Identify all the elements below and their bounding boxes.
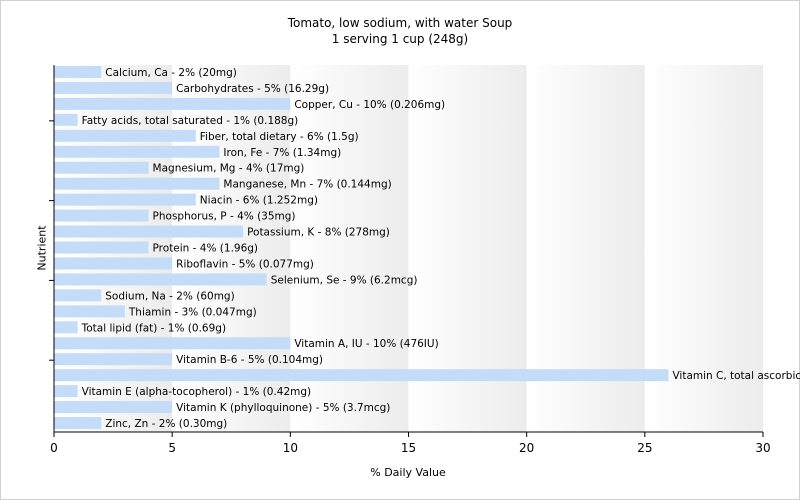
bar-label: Carbohydrates - 5% (16.29g) xyxy=(176,83,329,95)
x-tick-label: 15 xyxy=(401,441,416,455)
x-tick-label: 30 xyxy=(755,441,770,455)
bar-label: Thiamin - 3% (0.047mg) xyxy=(128,306,257,318)
bar xyxy=(54,417,102,430)
x-tick-label: 5 xyxy=(168,441,176,455)
bar xyxy=(54,241,149,254)
bar xyxy=(54,65,102,78)
x-tick-label: 0 xyxy=(50,441,58,455)
bar-label: Vitamin C, total ascorbic acid - 26% (15… xyxy=(672,370,800,382)
x-tick-label: 25 xyxy=(637,441,652,455)
bar-label: Sodium, Na - 2% (60mg) xyxy=(105,290,234,302)
bar-label: Fiber, total dietary - 6% (1.5g) xyxy=(200,131,359,143)
bar-label: Fatty acids, total saturated - 1% (0.188… xyxy=(82,115,299,127)
bar xyxy=(54,177,220,190)
bar-label: Phosphorus, P - 4% (35mg) xyxy=(153,211,296,223)
bar-label: Calcium, Ca - 2% (20mg) xyxy=(105,67,237,79)
bar-labels: Calcium, Ca - 2% (20mg) Carbohydrates - 5… xyxy=(81,67,800,430)
bar xyxy=(54,337,291,350)
bar-label: Vitamin K (phylloquinone) - 5% (3.7mcg) xyxy=(176,402,390,414)
bar-label: Vitamin B-6 - 5% (0.104mg) xyxy=(176,354,323,366)
bar xyxy=(54,257,173,270)
bar-label: Copper, Cu - 10% (0.206mg) xyxy=(294,99,445,111)
chart-title: Tomato, low sodium, with water Soup xyxy=(287,16,513,30)
x-axis-label: % Daily Value xyxy=(370,466,446,479)
x-tick-label: 10 xyxy=(283,441,298,455)
bar xyxy=(54,273,267,286)
bar-label: Total lipid (fat) - 1% (0.69g) xyxy=(81,322,226,334)
bar xyxy=(54,97,291,110)
chart-subtitle: 1 serving 1 cup (248g) xyxy=(331,32,469,46)
bar xyxy=(54,305,125,318)
bar-label: Protein - 4% (1.96g) xyxy=(153,243,259,255)
bar-label: Manganese, Mn - 7% (0.144mg) xyxy=(223,179,391,191)
bar xyxy=(54,113,78,126)
bar xyxy=(54,289,102,302)
bar xyxy=(54,369,669,382)
bar-label: Magnesium, Mg - 4% (17mg) xyxy=(153,163,305,175)
bar xyxy=(54,209,149,222)
bar xyxy=(54,161,149,174)
bar xyxy=(54,145,220,158)
bar xyxy=(54,385,78,398)
x-tick-label: 20 xyxy=(519,441,534,455)
bar-label: Vitamin E (alpha-tocopherol) - 1% (0.42m… xyxy=(82,386,312,398)
bar xyxy=(54,321,78,334)
bar-label: Niacin - 6% (1.252mg) xyxy=(200,195,318,207)
bar xyxy=(54,401,173,414)
bar-label: Potassium, K - 8% (278mg) xyxy=(247,227,390,239)
axes: 0 5 10 15 20 25 30 xyxy=(49,65,771,455)
bar xyxy=(54,81,173,94)
bar xyxy=(54,193,196,206)
bar-label: Vitamin A, IU - 10% (476IU) xyxy=(294,338,438,350)
bar-label: Selenium, Se - 9% (6.2mcg) xyxy=(271,274,418,286)
bars xyxy=(54,65,669,430)
bar-label: Zinc, Zn - 2% (0.30mg) xyxy=(105,418,227,430)
bar-label: Iron, Fe - 7% (1.34mg) xyxy=(223,147,341,159)
bar xyxy=(54,225,244,238)
bar xyxy=(54,129,196,142)
bar-label: Riboflavin - 5% (0.077mg) xyxy=(176,258,314,270)
bar xyxy=(54,353,173,366)
